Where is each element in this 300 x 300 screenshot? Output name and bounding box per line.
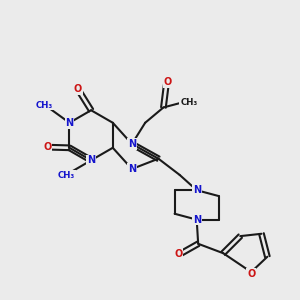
Text: N: N	[193, 214, 201, 225]
Text: O: O	[247, 268, 255, 278]
Text: N: N	[128, 139, 136, 149]
Text: N: N	[65, 118, 74, 128]
Text: O: O	[174, 249, 183, 259]
Text: CH₃: CH₃	[180, 98, 197, 107]
Text: O: O	[74, 84, 82, 94]
Text: N: N	[87, 155, 95, 165]
Text: O: O	[164, 77, 172, 87]
Text: N: N	[128, 164, 136, 174]
Text: N: N	[193, 185, 201, 195]
Text: CH₃: CH₃	[58, 170, 75, 179]
Text: CH₃: CH₃	[36, 100, 53, 109]
Text: O: O	[43, 142, 52, 152]
